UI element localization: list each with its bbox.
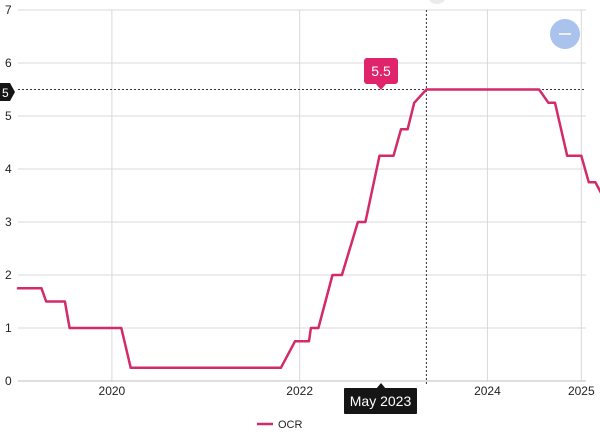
grid xyxy=(18,9,586,382)
date-tooltip-text: May 2023 xyxy=(350,393,412,409)
value-tooltip-text: 5.5 xyxy=(371,63,391,79)
y-tick-label: 7 xyxy=(5,3,12,17)
y-axis-ticks: 0 1 2 3 4 5 6 7 xyxy=(5,3,12,388)
y-crosshair-badge: 5 xyxy=(0,83,15,101)
x-axis-ticks: 2020 2022 2024 2025 xyxy=(99,384,595,398)
y-tick-label: 1 xyxy=(5,321,12,335)
ghost-circle xyxy=(429,0,445,4)
date-tooltip: May 2023 xyxy=(344,383,417,414)
x-tick-label: 2020 xyxy=(99,384,126,398)
value-tooltip: 5.5 xyxy=(364,58,398,90)
legend[interactable]: OCR xyxy=(257,419,303,431)
legend-label: OCR xyxy=(278,419,303,431)
y-tick-label: 3 xyxy=(5,215,12,229)
y-tick-label: 6 xyxy=(5,56,12,70)
y-tick-label: 4 xyxy=(5,162,12,176)
x-tick-label: 2025 xyxy=(568,384,595,398)
series-layer xyxy=(16,88,600,370)
x-tick-label: 2024 xyxy=(474,384,501,398)
series-line-ocr xyxy=(16,88,600,370)
y-tick-label: 2 xyxy=(5,268,12,282)
y-crosshair-label: 5 xyxy=(2,86,9,100)
x-tick-label: 2022 xyxy=(286,384,313,398)
y-tick-label: 5 xyxy=(5,109,12,123)
y-tick-label: 0 xyxy=(5,374,12,388)
